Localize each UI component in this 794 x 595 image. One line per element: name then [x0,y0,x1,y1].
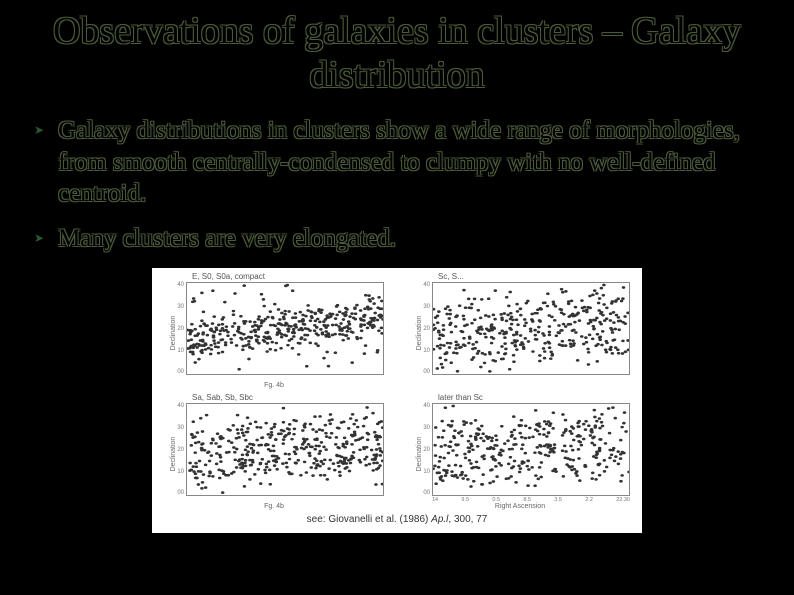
slide-title: Observations of galaxies in clusters – G… [30,10,764,97]
scatter-svg [187,404,383,495]
figure-container: E, S0, S0a, compact Declination 00 10 20… [30,268,764,533]
panel-title: E, S0, S0a, compact [192,272,265,281]
figure-caption: see: Giovanelli et al. (1986) Ap.l, 300,… [160,514,634,525]
x-axis-label: Fg. 4b [264,382,284,389]
scatter-svg [433,404,629,495]
list-item: ➤ Galaxy distributions in clusters show … [34,115,764,209]
plot-box [186,403,384,496]
panel-title: Sc, S... [438,272,464,281]
panel-grid: E, S0, S0a, compact Declination 00 10 20… [160,274,634,512]
caption-prefix: see: Giovanelli et al. (1986) [307,514,432,525]
panel-title: later than Sc [438,393,483,402]
y-ticks: 00 10 20 30 40 [420,403,430,496]
bullet-list: ➤ Galaxy distributions in clusters show … [30,115,764,254]
y-ticks: 00 10 20 30 40 [174,403,184,496]
scatter-panel-0: E, S0, S0a, compact Declination 00 10 20… [160,274,388,391]
panel-title: Sa, Sab, Sb, Sbc [192,393,253,402]
slide: Observations of galaxies in clusters – G… [0,0,794,595]
bullet-icon: ➤ [34,123,44,138]
y-ticks: 00 10 20 30 40 [420,282,430,375]
bullet-text: Many clusters are very elongated. [58,223,396,254]
plot-box [186,282,384,375]
scatter-figure: E, S0, S0a, compact Declination 00 10 20… [152,268,642,533]
scatter-panel-2: Sa, Sab, Sb, Sbc Declination 00 10 20 30… [160,395,388,512]
plot-box [432,282,630,375]
bullet-text: Galaxy distributions in clusters show a … [58,115,764,209]
caption-suffix: , 300, 77 [448,514,487,525]
scatter-svg [187,283,383,374]
scatter-svg [433,283,629,374]
plot-box [432,403,630,496]
x-axis-label: Fg. 4b [264,503,284,510]
scatter-panel-3: later than Sc Declination 00 10 20 30 40… [406,395,634,512]
y-ticks: 00 10 20 30 40 [174,282,184,375]
list-item: ➤ Many clusters are very elongated. [34,223,764,254]
scatter-panel-1: Sc, S... Declination 00 10 20 30 40 [406,274,634,391]
bullet-icon: ➤ [34,231,44,246]
caption-journal: Ap.l [431,514,448,525]
x-axis-label: Right Ascension [495,503,545,510]
